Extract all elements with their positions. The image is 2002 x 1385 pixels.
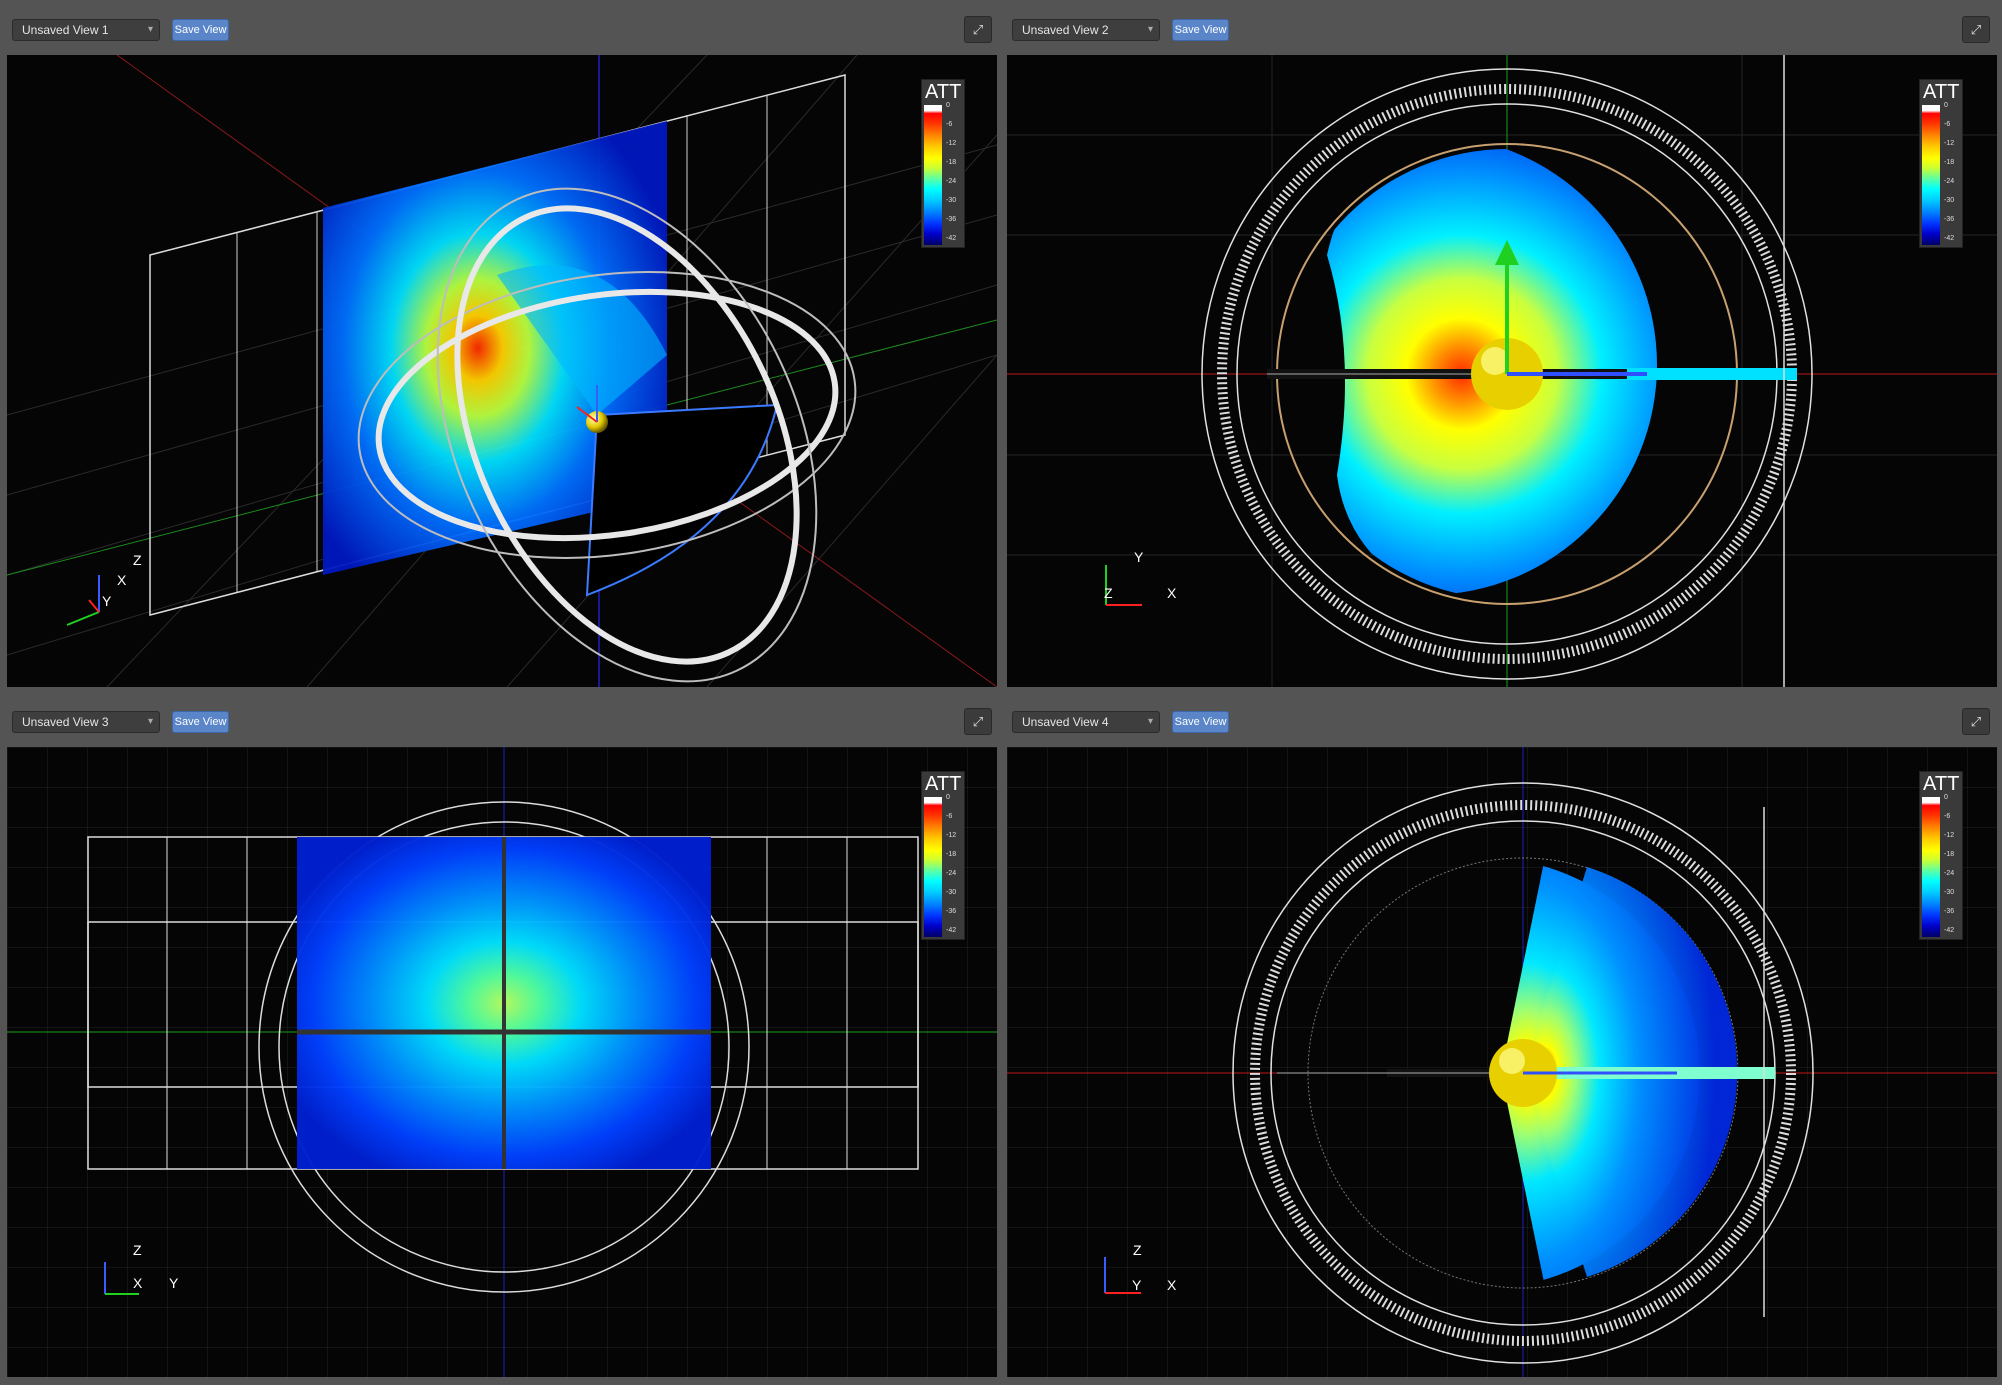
expand-arrows-icon[interactable]: ⤢ bbox=[1962, 16, 1990, 43]
legend-tick: -36 bbox=[946, 908, 957, 915]
viewport-front[interactable]: Z X Y ATT 0 -6 -12 -18 -24 -30 -36 -42 bbox=[7, 747, 997, 1377]
legend-tick: -6 bbox=[1944, 121, 1951, 128]
legend-tick: -12 bbox=[946, 832, 957, 839]
axis-label-y: Y bbox=[102, 593, 112, 609]
view-pane-4: Unsaved View 4 ▾ Save View ⤢ bbox=[1000, 692, 2002, 1385]
legend-tick: -24 bbox=[1944, 870, 1955, 877]
legend-colorbar bbox=[1922, 797, 1940, 937]
att-legend-3: ATT 0 -6 -12 -18 -24 -30 -36 -42 bbox=[921, 771, 965, 940]
legend-title: ATT bbox=[925, 773, 962, 795]
legend-tick: 0 bbox=[1944, 794, 1948, 801]
viewport-side[interactable]: Z Y X ATT 0 -6 -12 -18 -24 -30 -36 -42 bbox=[1007, 747, 1997, 1377]
axis-label-x: X bbox=[133, 1275, 143, 1291]
save-view-button-1[interactable]: Save View bbox=[172, 19, 229, 41]
legend-tick: -6 bbox=[946, 121, 953, 128]
legend-title: ATT bbox=[1923, 773, 1960, 795]
expand-arrows-icon[interactable]: ⤢ bbox=[964, 16, 992, 43]
legend-tick: -12 bbox=[946, 140, 957, 147]
view-select-label: Unsaved View 1 bbox=[22, 23, 109, 37]
view-toolbar-4: Unsaved View 4 ▾ Save View ⤢ bbox=[1000, 692, 2002, 747]
axis-label-x: X bbox=[1167, 585, 1177, 601]
legend-tick: 0 bbox=[946, 102, 950, 109]
legend-tick: -30 bbox=[946, 889, 957, 896]
legend-tick: -18 bbox=[946, 159, 957, 166]
scene-front bbox=[7, 747, 997, 1377]
legend-tick: -42 bbox=[946, 235, 957, 242]
legend-tick: -42 bbox=[1944, 927, 1955, 934]
legend-tick: -42 bbox=[946, 927, 957, 934]
save-view-button-3[interactable]: Save View bbox=[172, 711, 229, 733]
legend-title: ATT bbox=[925, 81, 962, 103]
legend-colorbar bbox=[924, 105, 942, 245]
view-select-label: Unsaved View 3 bbox=[22, 715, 109, 729]
legend-tick: 0 bbox=[946, 794, 950, 801]
view-toolbar-3: Unsaved View 3 ▾ Save View ⤢ bbox=[0, 692, 1000, 747]
scene-top bbox=[1007, 55, 1997, 687]
axis-label-z: Z bbox=[133, 552, 142, 568]
legend-tick: -6 bbox=[946, 813, 953, 820]
view-toolbar-1: Unsaved View 1 ▾ Save View ⤢ bbox=[0, 0, 1000, 55]
view-select-label: Unsaved View 4 bbox=[1022, 715, 1109, 729]
legend-tick: -36 bbox=[1944, 216, 1955, 223]
legend-colorbar bbox=[924, 797, 942, 937]
att-legend-1: ATT 0 -6 -12 -18 -24 -30 -36 -42 bbox=[921, 79, 965, 248]
view-select-2[interactable]: Unsaved View 2 ▾ bbox=[1012, 19, 1160, 41]
axis-label-y: Y bbox=[1132, 1277, 1142, 1293]
legend-tick: 0 bbox=[1944, 102, 1948, 109]
axis-label-x: X bbox=[1167, 1277, 1177, 1293]
legend-tick: -36 bbox=[946, 216, 957, 223]
scene-3d bbox=[7, 55, 997, 687]
att-legend-4: ATT 0 -6 -12 -18 -24 -30 -36 -42 bbox=[1919, 771, 1963, 940]
scene-side bbox=[1007, 747, 1997, 1377]
axis-label-z: Z bbox=[1104, 585, 1113, 601]
view-select-1[interactable]: Unsaved View 1 ▾ bbox=[12, 19, 160, 41]
view-select-4[interactable]: Unsaved View 4 ▾ bbox=[1012, 711, 1160, 733]
chevron-down-icon: ▾ bbox=[147, 24, 153, 35]
att-legend-2: ATT 0 -6 -12 -18 -24 -30 -36 -42 bbox=[1919, 79, 1963, 248]
axis-label-x: X bbox=[117, 572, 127, 588]
view-toolbar-2: Unsaved View 2 ▾ Save View ⤢ bbox=[1000, 0, 2002, 55]
save-view-button-2[interactable]: Save View bbox=[1172, 19, 1229, 41]
legend-tick: -12 bbox=[1944, 832, 1955, 839]
axis-label-y: Y bbox=[1134, 549, 1144, 565]
legend-tick: -30 bbox=[1944, 197, 1955, 204]
viewport-3d[interactable]: Z X Y ATT 0 -6 -12 -18 -24 -30 -36 -42 bbox=[7, 55, 997, 687]
legend-tick: -6 bbox=[1944, 813, 1951, 820]
legend-tick: -30 bbox=[946, 197, 957, 204]
legend-tick: -24 bbox=[946, 870, 957, 877]
legend-tick: -24 bbox=[946, 178, 957, 185]
legend-tick: -18 bbox=[946, 851, 957, 858]
chevron-down-icon: ▾ bbox=[1147, 716, 1153, 727]
expand-arrows-icon[interactable]: ⤢ bbox=[964, 708, 992, 735]
legend-title: ATT bbox=[1923, 81, 1960, 103]
legend-tick: -18 bbox=[1944, 159, 1955, 166]
legend-tick: -30 bbox=[1944, 889, 1955, 896]
view-select-label: Unsaved View 2 bbox=[1022, 23, 1109, 37]
chevron-down-icon: ▾ bbox=[147, 716, 153, 727]
legend-tick: -42 bbox=[1944, 235, 1955, 242]
view-select-3[interactable]: Unsaved View 3 ▾ bbox=[12, 711, 160, 733]
viewport-top[interactable]: Y Z X ATT 0 -6 -12 -18 -24 -30 -36 -42 bbox=[1007, 55, 1997, 687]
legend-tick: -18 bbox=[1944, 851, 1955, 858]
legend-tick: -24 bbox=[1944, 178, 1955, 185]
legend-tick: -36 bbox=[1944, 908, 1955, 915]
axis-label-z: Z bbox=[133, 1242, 142, 1258]
view-pane-1: Unsaved View 1 ▾ Save View ⤢ bbox=[0, 0, 1000, 690]
expand-arrows-icon[interactable]: ⤢ bbox=[1962, 708, 1990, 735]
axis-label-y: Y bbox=[169, 1275, 179, 1291]
view-pane-2: Unsaved View 2 ▾ Save View ⤢ bbox=[1000, 0, 2002, 690]
legend-colorbar bbox=[1922, 105, 1940, 245]
save-view-button-4[interactable]: Save View bbox=[1172, 711, 1229, 733]
legend-tick: -12 bbox=[1944, 140, 1955, 147]
view-pane-3: Unsaved View 3 ▾ Save View ⤢ bbox=[0, 692, 1000, 1385]
axis-label-z: Z bbox=[1133, 1242, 1142, 1258]
chevron-down-icon: ▾ bbox=[1147, 24, 1153, 35]
